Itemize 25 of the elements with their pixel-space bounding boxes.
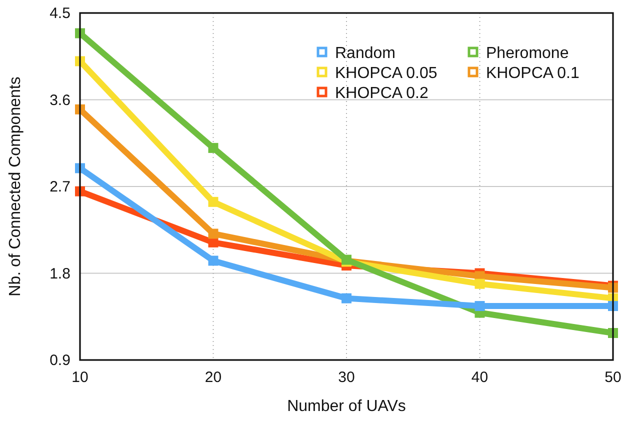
point	[474, 278, 485, 289]
point	[208, 228, 218, 239]
y-tick-label: 0.9	[50, 352, 70, 369]
point	[474, 301, 485, 312]
x-tick-label: 20	[204, 369, 222, 386]
legend-label: KHOPCA 0.2	[335, 85, 428, 102]
legend-label: KHOPCA 0.05	[335, 65, 438, 82]
point	[208, 142, 218, 153]
y-tick-label: 1.8	[50, 265, 70, 282]
point	[208, 256, 218, 266]
x-tick-label: 50	[604, 369, 622, 386]
y-tick-label: 2.7	[50, 178, 70, 196]
point	[208, 196, 218, 207]
legend-label: Random	[335, 45, 396, 62]
point	[342, 293, 352, 304]
x-tick-label: 10	[72, 369, 88, 386]
y-tick-label: 3.6	[50, 92, 70, 109]
legend-label: Pheromone	[486, 45, 569, 62]
point	[208, 237, 218, 248]
y-axis-title: Nb. of Connected Components	[7, 76, 24, 296]
y-tick-label: 4.5	[50, 5, 70, 22]
x-tick-label: 40	[471, 369, 488, 386]
legend-label: KHOPCA 0.1	[486, 65, 580, 82]
x-tick-label: 30	[338, 369, 355, 386]
x-axis-title: Number of UAVs	[287, 398, 406, 415]
